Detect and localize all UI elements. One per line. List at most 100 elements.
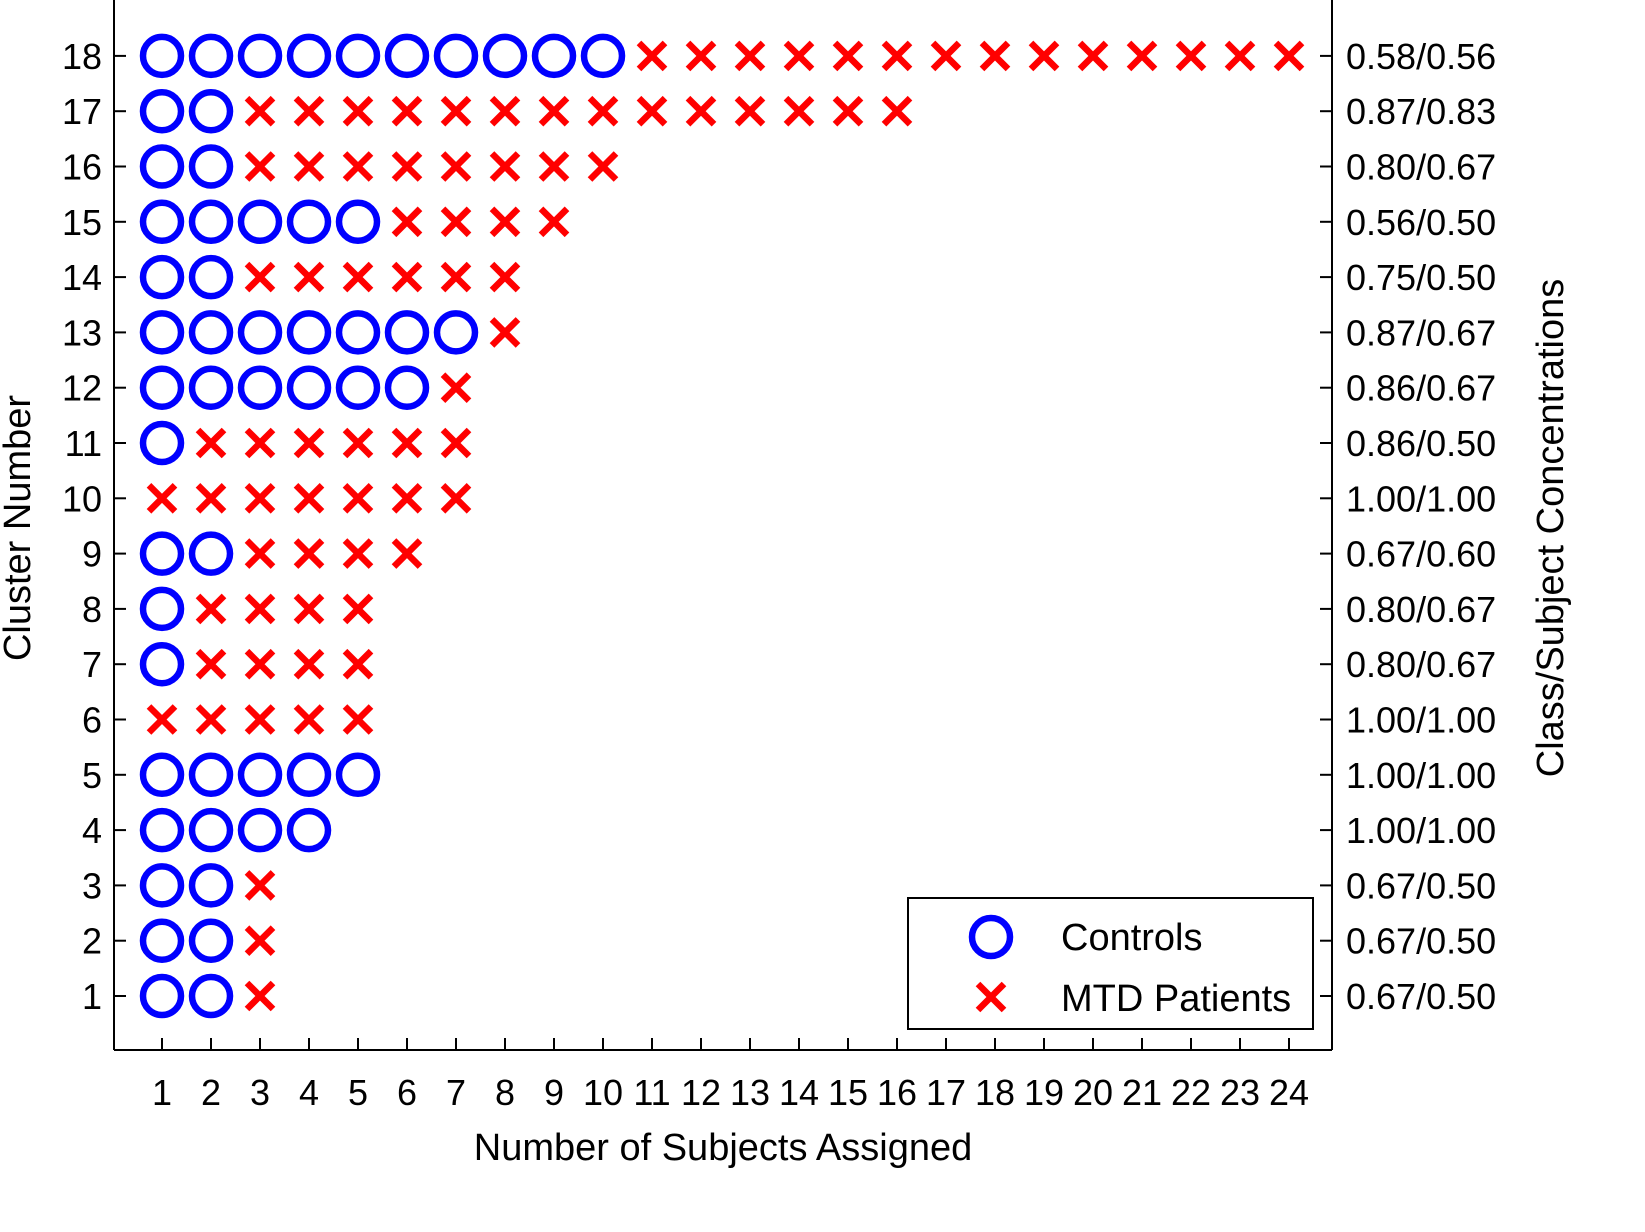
patient-marker (440, 206, 472, 238)
control-marker (188, 863, 234, 908)
control-marker (335, 752, 381, 798)
control-marker (188, 199, 234, 245)
control-marker (384, 365, 430, 410)
cluster-row-3 (139, 863, 276, 908)
control-marker (139, 973, 185, 1019)
x-stroke (293, 483, 325, 514)
x-stroke (1175, 40, 1207, 72)
x-stroke (342, 648, 374, 680)
x-tick-label: 15 (828, 1072, 868, 1113)
patient-marker (489, 317, 521, 348)
legend: Controls MTD Patients (907, 897, 1314, 1030)
x-stroke (440, 206, 472, 238)
x-stroke (930, 40, 962, 72)
x-stroke (440, 151, 472, 182)
x-stroke (489, 95, 521, 127)
patient-marker (146, 483, 178, 514)
patient-marker (636, 40, 668, 72)
control-marker (237, 807, 283, 853)
x-stroke (342, 261, 374, 293)
control-marker (188, 973, 234, 1019)
patient-marker (342, 261, 374, 293)
concentration-label: 0.67/0.50 (1346, 921, 1496, 962)
y-tick-label: 9 (82, 534, 102, 575)
control-marker (237, 199, 283, 245)
concentration-label: 0.58/0.56 (1346, 36, 1496, 77)
cluster-row-10 (146, 483, 472, 514)
x-tick-label: 24 (1269, 1072, 1309, 1113)
patient-marker (440, 261, 472, 293)
patient-marker (293, 151, 325, 182)
x-stroke (342, 151, 374, 182)
control-marker (139, 918, 185, 963)
x-stroke (734, 40, 766, 72)
x-stroke (881, 95, 913, 127)
y-tick-label: 8 (82, 589, 102, 630)
x-stroke (195, 648, 227, 680)
y-tick-label: 10 (62, 478, 102, 519)
x-stroke (832, 95, 864, 127)
patient-marker (195, 483, 227, 514)
concentration-label: 0.86/0.50 (1346, 423, 1496, 464)
x-tick-label: 4 (299, 1072, 319, 1113)
concentration-label: 0.86/0.67 (1346, 368, 1496, 409)
control-marker (139, 144, 185, 189)
control-marker (335, 33, 381, 79)
x-stroke (146, 483, 178, 514)
control-marker (335, 310, 381, 355)
patient-marker (489, 95, 521, 127)
x-stroke (244, 95, 276, 127)
patient-marker (342, 483, 374, 514)
control-marker (139, 752, 185, 798)
concentration-label: 0.87/0.67 (1346, 312, 1496, 353)
patient-marker (979, 40, 1011, 72)
patient-marker (440, 372, 472, 403)
x-tick-label: 13 (730, 1072, 770, 1113)
patient-marker (244, 261, 276, 293)
concentration-label: 0.67/0.50 (1346, 976, 1496, 1017)
control-marker (188, 752, 234, 798)
x-tick-label: 12 (681, 1072, 721, 1113)
concentration-label: 0.87/0.83 (1346, 91, 1496, 132)
x-stroke (391, 427, 423, 459)
x-stroke (244, 704, 276, 735)
control-marker (335, 365, 381, 410)
patient-marker (734, 40, 766, 72)
x-stroke (881, 40, 913, 72)
control-marker (286, 365, 332, 410)
concentration-label: 1.00/1.00 (1346, 755, 1496, 796)
x-stroke (342, 95, 374, 127)
patient-marker (489, 206, 521, 238)
patient-marker (244, 483, 276, 514)
x-stroke (440, 427, 472, 459)
x-tick-label: 14 (779, 1072, 819, 1113)
legend-controls-label: Controls (1061, 917, 1203, 959)
patient-marker (342, 427, 374, 459)
patient-marker (195, 648, 227, 680)
x-stroke (1224, 40, 1256, 72)
x-stroke (832, 40, 864, 72)
x-stroke (342, 427, 374, 459)
control-marker (580, 33, 626, 79)
x-stroke (734, 95, 766, 127)
patient-marker (244, 593, 276, 625)
x-stroke (440, 261, 472, 293)
y-tick-label: 13 (62, 312, 102, 353)
x-stroke (489, 317, 521, 348)
control-marker (139, 807, 185, 853)
patient-marker (783, 40, 815, 72)
control-marker (139, 88, 185, 134)
patient-marker (293, 704, 325, 735)
x-stroke (195, 593, 227, 625)
patient-marker (146, 704, 178, 735)
x-stroke (195, 483, 227, 514)
cluster-row-17 (139, 88, 913, 134)
x-stroke (391, 261, 423, 293)
x-tick-label: 18 (975, 1072, 1015, 1113)
y-tick-label: 16 (62, 147, 102, 188)
control-marker (139, 199, 185, 245)
x-stroke (538, 95, 570, 127)
patient-marker (1224, 40, 1256, 72)
